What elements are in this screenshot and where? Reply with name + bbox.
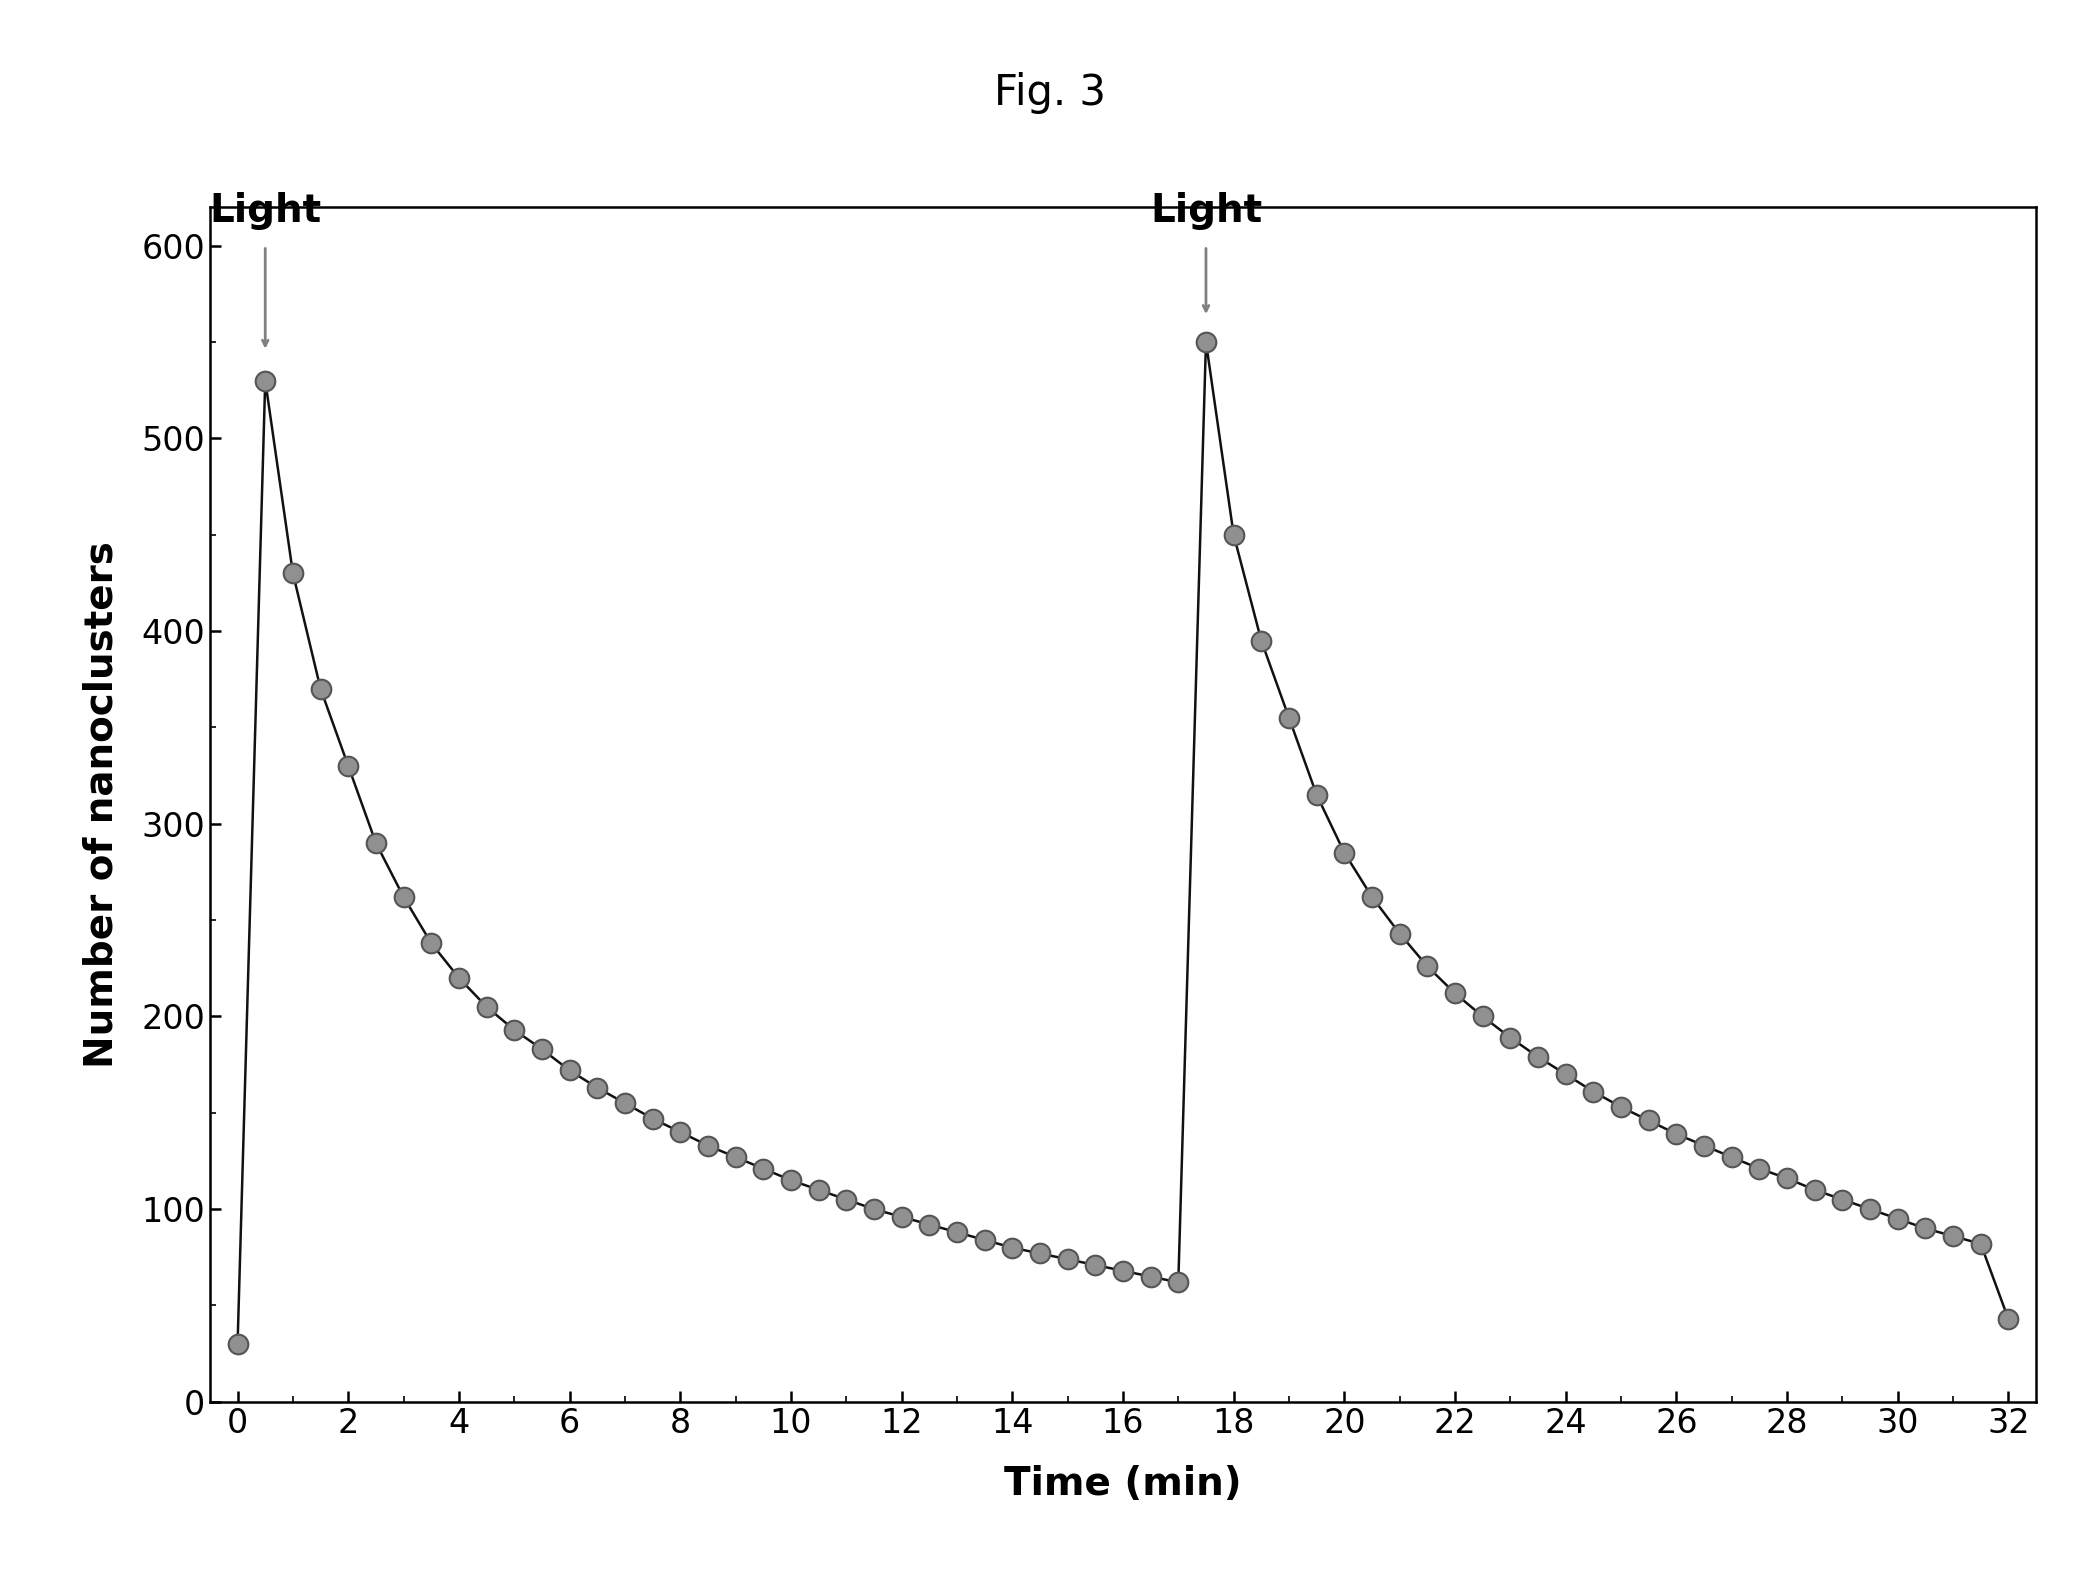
Point — [1742, 1157, 1776, 1182]
Point — [775, 1168, 808, 1193]
Point — [1161, 1270, 1194, 1295]
Point — [1522, 1043, 1555, 1069]
Point — [636, 1106, 670, 1131]
Point — [1881, 1206, 1914, 1231]
Point — [718, 1144, 751, 1169]
Point — [1079, 1252, 1112, 1278]
Point — [1715, 1144, 1748, 1169]
Point — [1826, 1187, 1860, 1212]
Point — [1299, 782, 1333, 808]
Point — [470, 994, 504, 1020]
Point — [1769, 1166, 1803, 1192]
Point — [304, 675, 338, 701]
Point — [414, 930, 447, 956]
Point — [1549, 1061, 1583, 1086]
Point — [802, 1177, 835, 1203]
Text: Light: Light — [1150, 193, 1261, 231]
Point — [1576, 1078, 1610, 1104]
Point — [1383, 921, 1417, 946]
Point — [1494, 1024, 1528, 1050]
Point — [443, 965, 476, 991]
Point — [663, 1120, 697, 1145]
Point — [1465, 1004, 1499, 1029]
Point — [1106, 1258, 1140, 1284]
Text: Fig. 3: Fig. 3 — [993, 72, 1106, 113]
Text: Light: Light — [210, 193, 321, 231]
Point — [386, 884, 420, 910]
Point — [581, 1075, 615, 1101]
Point — [1022, 1241, 1056, 1266]
Point — [691, 1133, 724, 1158]
Point — [525, 1037, 558, 1063]
Point — [1411, 954, 1444, 980]
Point — [248, 368, 281, 393]
Point — [1965, 1231, 1998, 1257]
X-axis label: Time (min): Time (min) — [1003, 1464, 1243, 1502]
Point — [747, 1157, 781, 1182]
Point — [1356, 884, 1390, 910]
Point — [1935, 1223, 1969, 1249]
Point — [1190, 330, 1224, 355]
Point — [277, 561, 311, 586]
Point — [1992, 1306, 2026, 1332]
Point — [1217, 523, 1251, 548]
Point — [1688, 1133, 1721, 1158]
Point — [1133, 1263, 1167, 1289]
Point — [968, 1227, 1001, 1252]
Point — [940, 1220, 974, 1246]
Point — [552, 1058, 586, 1083]
Point — [995, 1235, 1029, 1260]
Point — [856, 1196, 890, 1222]
Point — [1245, 628, 1278, 653]
Point — [220, 1332, 254, 1357]
Point — [1908, 1215, 1942, 1241]
Point — [332, 753, 365, 779]
Point — [913, 1212, 947, 1238]
Point — [886, 1204, 919, 1230]
Point — [1272, 706, 1306, 731]
Point — [1327, 840, 1360, 865]
Point — [1799, 1177, 1832, 1203]
Point — [829, 1187, 863, 1212]
Y-axis label: Number of nanoclusters: Number of nanoclusters — [82, 542, 120, 1067]
Point — [1438, 981, 1471, 1007]
Point — [1660, 1121, 1694, 1147]
Point — [1604, 1094, 1637, 1120]
Point — [1631, 1107, 1665, 1133]
Point — [1853, 1196, 1887, 1222]
Point — [359, 830, 393, 855]
Point — [609, 1090, 642, 1115]
Point — [1052, 1246, 1085, 1271]
Point — [497, 1018, 531, 1043]
